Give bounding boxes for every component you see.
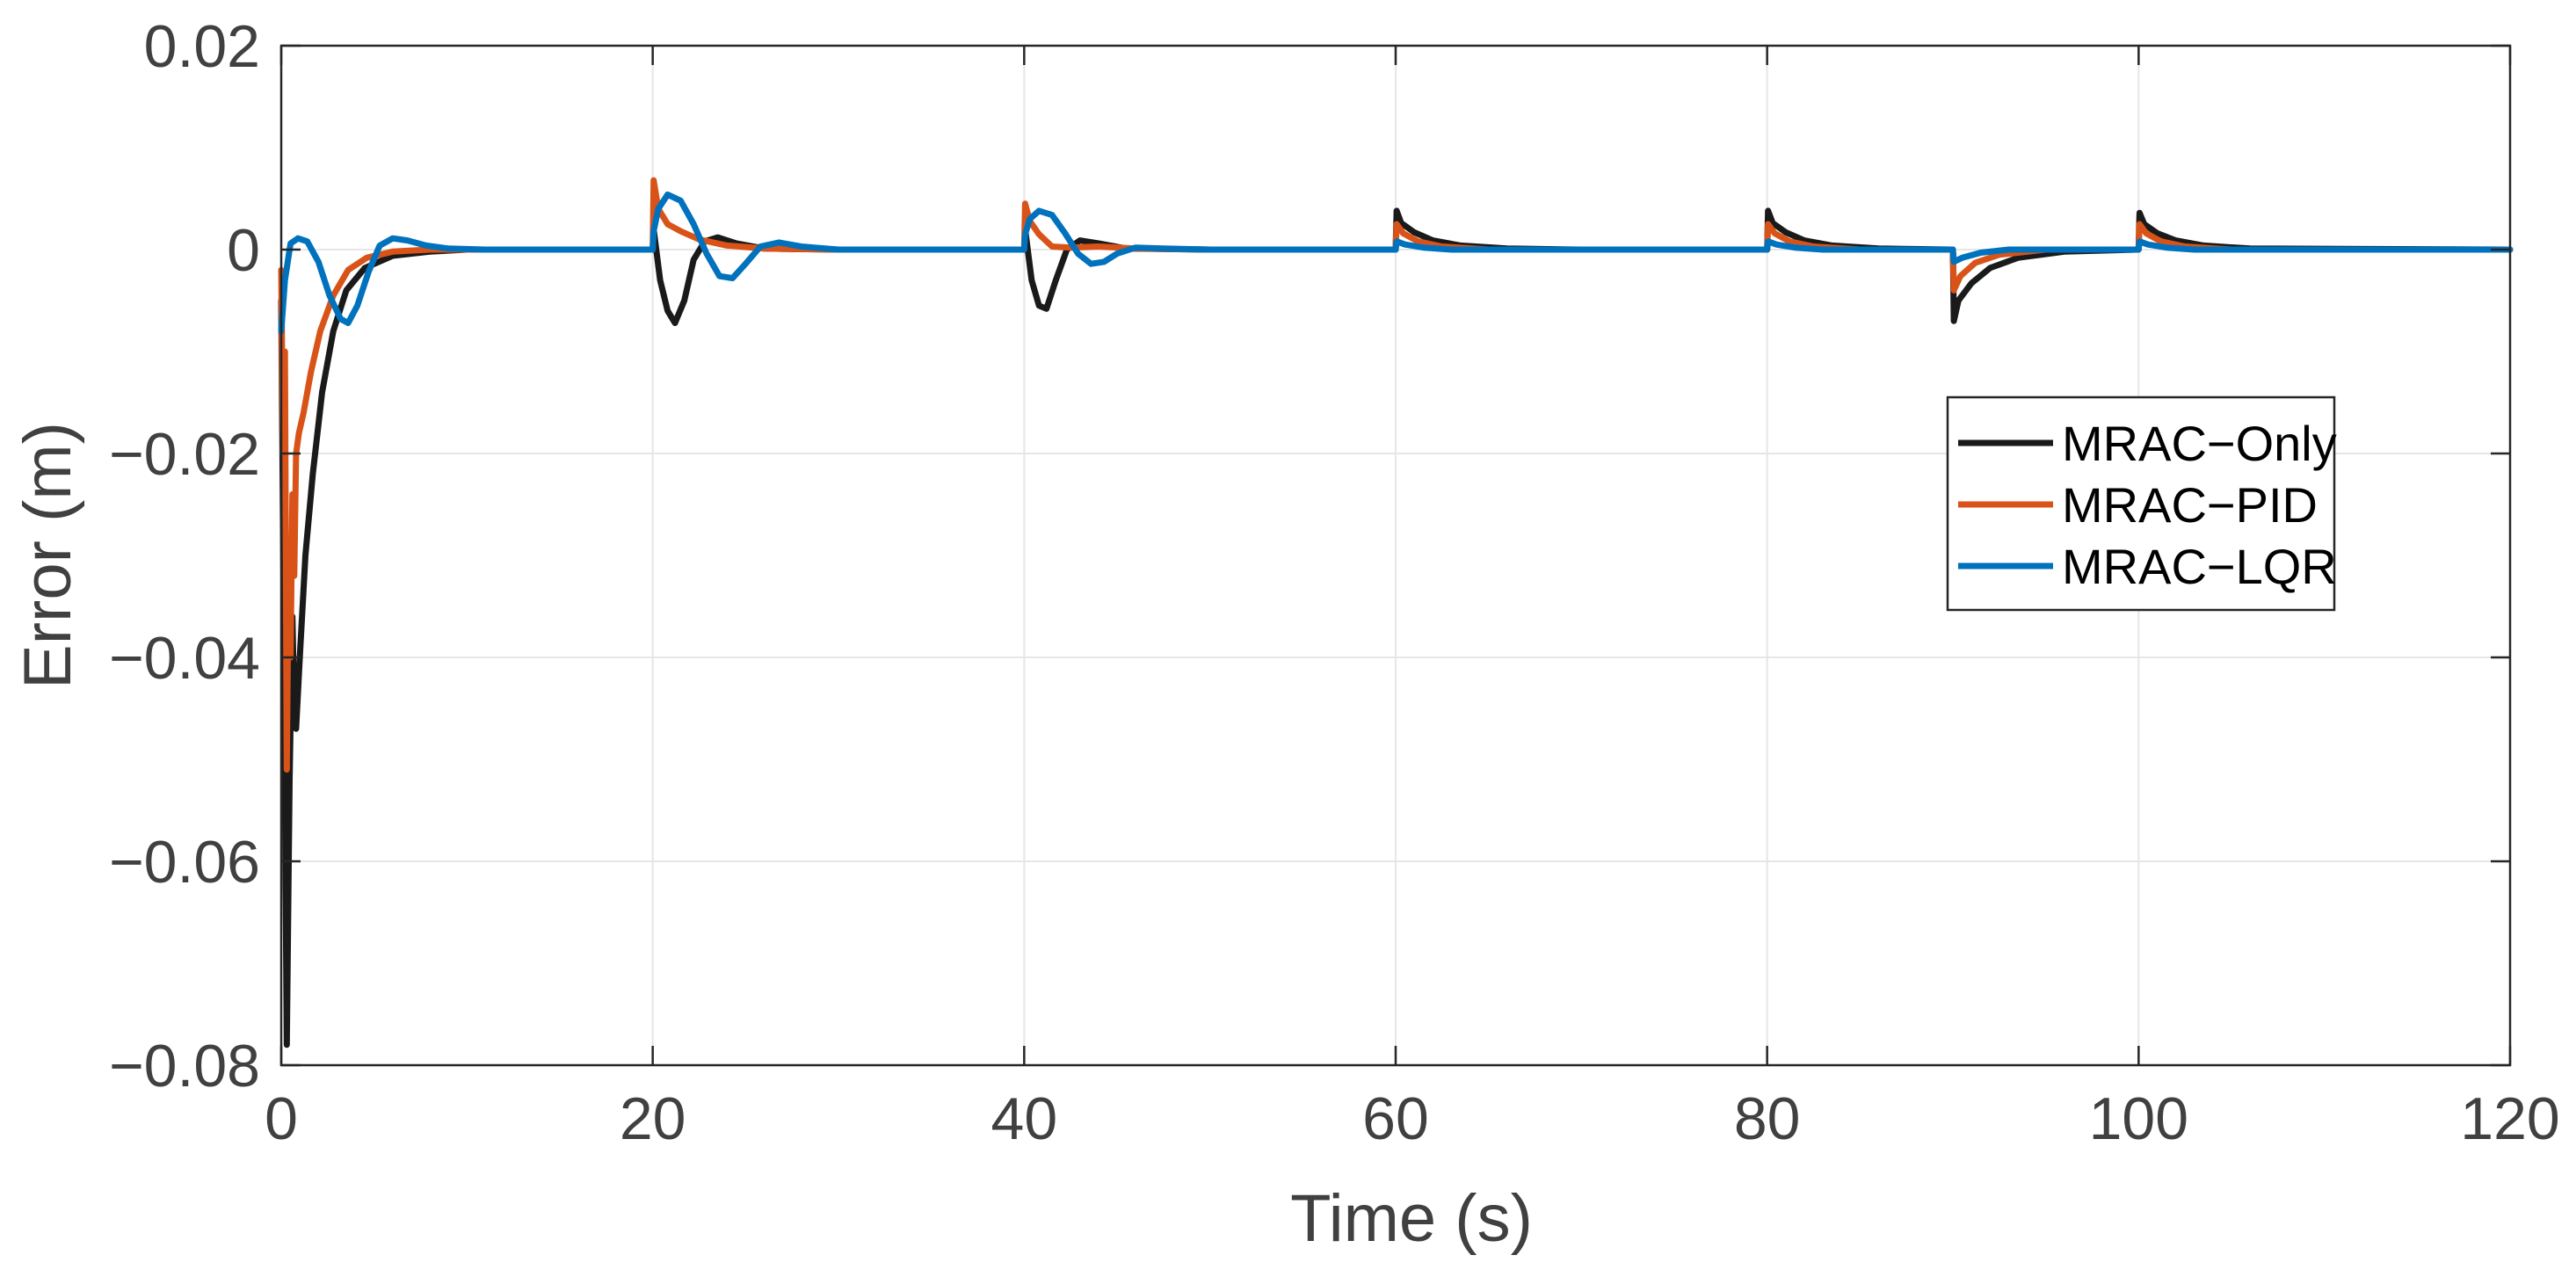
axis-ticks: 0 20 40 60 80 100 120 0.02 0 −0.02 −0.04 −0.06 −0.08 bbox=[109, 13, 2560, 1152]
legend: MRAC−Only MRAC−PID MRAC−LQR bbox=[1946, 395, 2337, 612]
x-tick-label: 120 bbox=[2460, 1085, 2559, 1152]
x-axis-title: Time (s) bbox=[1290, 1181, 1533, 1256]
legend-label-3: MRAC−LQR bbox=[2062, 539, 2337, 594]
legend-label-1: MRAC−Only bbox=[2062, 416, 2337, 471]
series-line-3 bbox=[278, 191, 2514, 335]
x-tick-label: 0 bbox=[265, 1085, 298, 1152]
x-tick-label: 100 bbox=[2089, 1085, 2188, 1152]
y-axis-title: Error (m) bbox=[11, 422, 85, 689]
y-tick-label: −0.08 bbox=[109, 1033, 260, 1099]
y-tick-label: 0 bbox=[227, 217, 260, 284]
y-tick-label: −0.04 bbox=[109, 625, 260, 692]
x-tick-label: 40 bbox=[991, 1085, 1058, 1152]
x-tick-label: 20 bbox=[620, 1085, 686, 1152]
y-tick-label: 0.02 bbox=[144, 13, 260, 80]
series-lines bbox=[278, 177, 2514, 1048]
x-tick-label: 80 bbox=[1734, 1085, 1801, 1152]
y-tick-label: −0.02 bbox=[109, 421, 260, 488]
legend-label-2: MRAC−PID bbox=[2062, 477, 2318, 533]
series-line-2 bbox=[278, 177, 2514, 773]
x-tick-label: 60 bbox=[1362, 1085, 1429, 1152]
y-tick-label: −0.06 bbox=[109, 829, 260, 896]
